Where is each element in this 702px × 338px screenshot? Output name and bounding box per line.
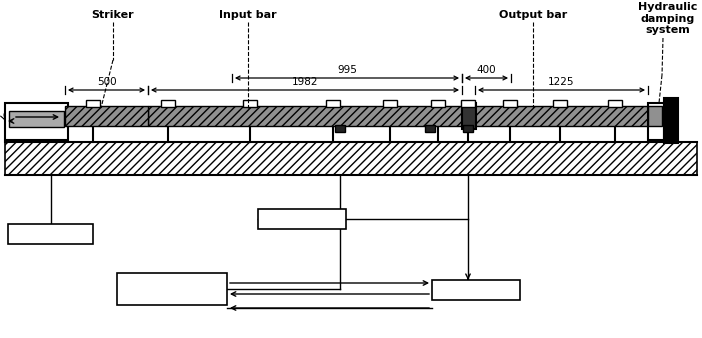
Text: Input bar: Input bar bbox=[219, 10, 277, 20]
Bar bbox=[608, 100, 622, 107]
Bar bbox=[326, 100, 340, 107]
Bar bbox=[553, 100, 567, 107]
Text: 500: 500 bbox=[97, 77, 117, 87]
Text: Power supply: Power supply bbox=[265, 214, 339, 224]
Bar bbox=[117, 273, 227, 305]
Bar bbox=[148, 106, 462, 126]
Bar bbox=[648, 103, 664, 140]
Bar bbox=[432, 280, 520, 300]
Text: Hydraulic
damping
system: Hydraulic damping system bbox=[638, 2, 698, 35]
Bar bbox=[5, 103, 68, 140]
Text: Output bar: Output bar bbox=[499, 10, 567, 20]
Bar bbox=[258, 209, 346, 229]
Text: 1225: 1225 bbox=[548, 77, 575, 87]
Text: Compressor: Compressor bbox=[18, 229, 84, 239]
Text: Digital storage
oscilloscope: Digital storage oscilloscope bbox=[131, 278, 213, 300]
Bar bbox=[461, 100, 475, 107]
Bar bbox=[5, 142, 697, 175]
Bar bbox=[65, 106, 148, 126]
Bar bbox=[383, 100, 397, 107]
Bar bbox=[425, 125, 435, 132]
Text: Striker: Striker bbox=[92, 10, 134, 20]
Text: 1982: 1982 bbox=[292, 77, 318, 87]
Bar bbox=[8, 224, 93, 244]
Bar bbox=[431, 100, 445, 107]
Bar bbox=[335, 125, 345, 132]
Bar bbox=[161, 100, 175, 107]
Text: 400: 400 bbox=[477, 65, 496, 75]
Bar bbox=[86, 100, 100, 107]
Text: Gaz gun: Gaz gun bbox=[3, 111, 53, 121]
Bar bbox=[462, 103, 476, 129]
Bar bbox=[9, 111, 64, 127]
Text: Amplification: Amplification bbox=[439, 285, 512, 295]
Bar bbox=[664, 98, 678, 143]
Bar bbox=[475, 106, 648, 126]
Bar bbox=[503, 100, 517, 107]
Text: 995: 995 bbox=[337, 65, 357, 75]
Bar bbox=[463, 125, 473, 132]
Bar bbox=[648, 106, 662, 126]
Bar bbox=[243, 100, 257, 107]
